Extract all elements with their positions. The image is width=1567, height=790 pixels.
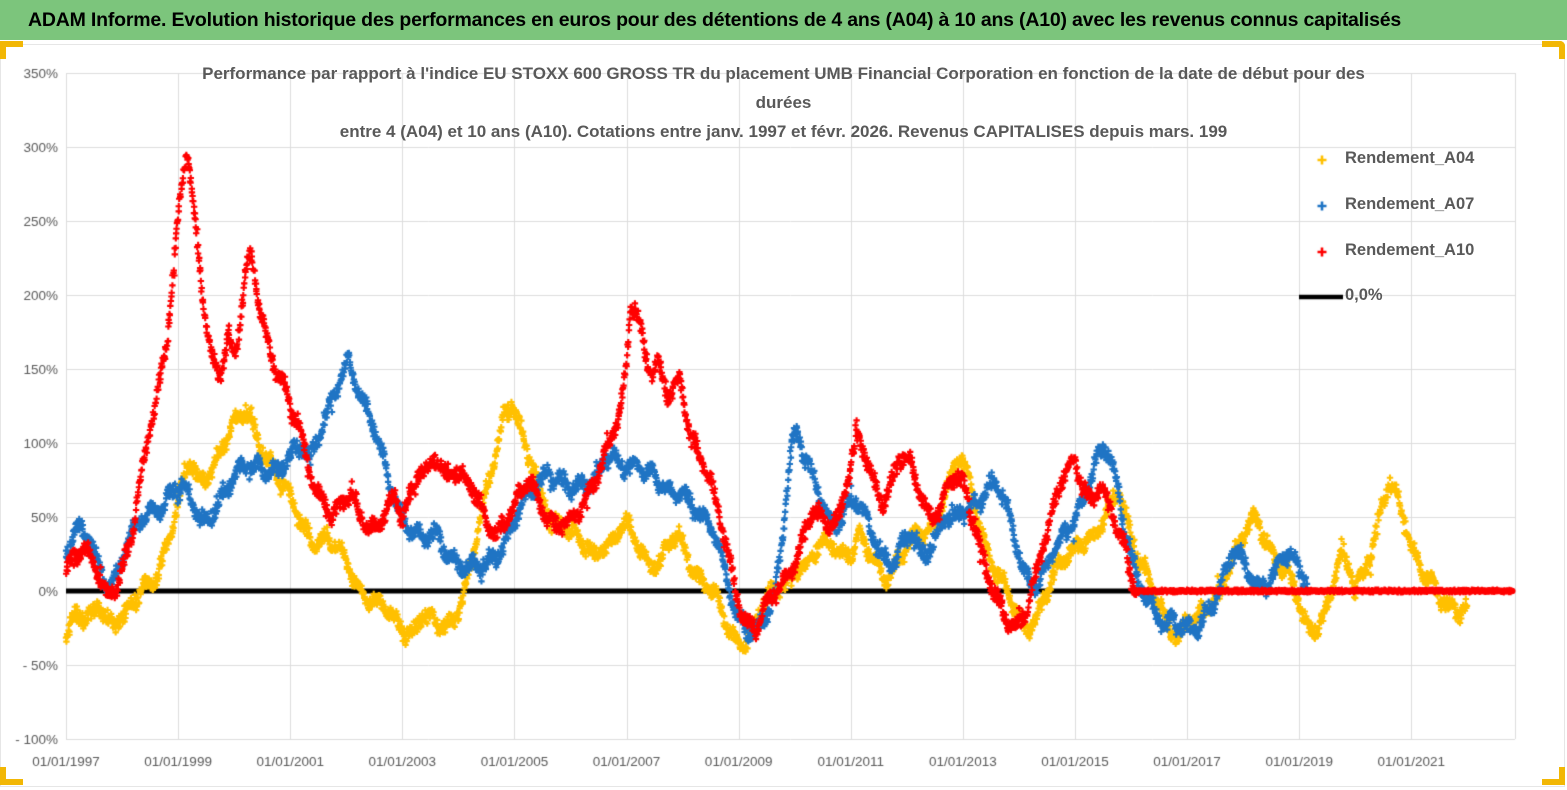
chart-title-line-3: entre 4 (A04) et 10 ans (A10). Cotations… xyxy=(339,122,1228,141)
chart-title-line-2: durées xyxy=(755,93,812,112)
legend-label-zero-line[interactable]: 0,0% xyxy=(1345,286,1383,304)
legend-label-rendement-a10[interactable]: Rendement_A10 xyxy=(1345,241,1475,259)
legend-label-rendement-a07[interactable]: Rendement_A07 xyxy=(1345,195,1475,213)
legend-label-rendement-a04[interactable]: Rendement_A04 xyxy=(1345,149,1475,167)
chart-title-line-1: Performance par rapport à l'indice EU ST… xyxy=(202,64,1365,83)
chart-title: Performance par rapport à l'indice EU ST… xyxy=(171,59,1396,146)
